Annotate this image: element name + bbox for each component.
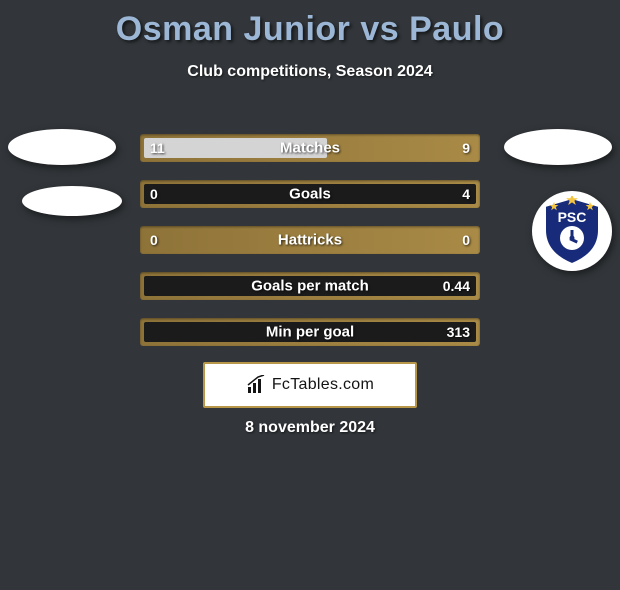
page-title: Osman Junior vs Paulo — [0, 10, 620, 49]
stat-row-min-per-goal: Min per goal 313 — [140, 318, 480, 346]
stat-row-goals: 0 Goals 4 — [140, 180, 480, 208]
stat-right-value: 9 — [462, 140, 470, 156]
stat-label: Goals per match — [140, 278, 480, 295]
player1-club-placeholder — [22, 186, 122, 216]
brand-text: FcTables.com — [272, 376, 374, 394]
stat-right-value: 0.44 — [443, 278, 470, 294]
stat-right-value: 0 — [462, 232, 470, 248]
stat-label: Goals — [140, 186, 480, 203]
club-crest-icon: PSC — [539, 196, 605, 266]
stat-right-value: 4 — [462, 186, 470, 202]
stat-row-goals-per-match: Goals per match 0.44 — [140, 272, 480, 300]
stat-row-hattricks: 0 Hattricks 0 — [140, 226, 480, 254]
subtitle: Club competitions, Season 2024 — [0, 63, 620, 81]
bar-chart-icon — [246, 375, 268, 395]
player2-club-crest: PSC — [532, 191, 612, 271]
stat-row-matches: 11 Matches 9 — [140, 134, 480, 162]
stat-label: Matches — [140, 140, 480, 157]
brand-watermark: FcTables.com — [203, 362, 417, 408]
player2-avatar-placeholder — [504, 129, 612, 165]
player1-avatar-placeholder — [8, 129, 116, 165]
stat-right-value: 313 — [447, 324, 470, 340]
svg-text:PSC: PSC — [558, 209, 587, 225]
stat-label: Min per goal — [140, 324, 480, 341]
date-caption: 8 november 2024 — [0, 419, 620, 437]
stat-label: Hattricks — [140, 232, 480, 249]
